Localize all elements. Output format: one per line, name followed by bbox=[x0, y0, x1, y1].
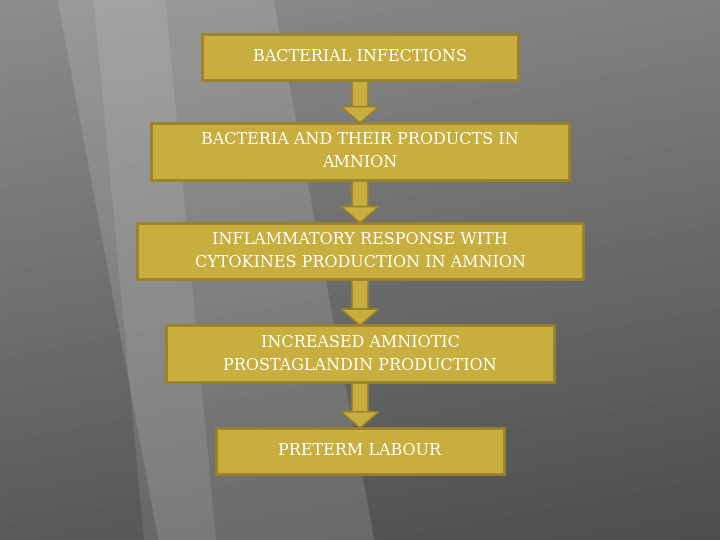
FancyBboxPatch shape bbox=[202, 33, 518, 79]
Text: BACTERIA AND THEIR PRODUCTS IN
AMNION: BACTERIA AND THEIR PRODUCTS IN AMNION bbox=[201, 131, 519, 171]
Polygon shape bbox=[341, 309, 379, 325]
Text: BACTERIAL INFECTIONS: BACTERIAL INFECTIONS bbox=[253, 48, 467, 65]
Text: PRETERM LABOUR: PRETERM LABOUR bbox=[279, 442, 441, 460]
FancyBboxPatch shape bbox=[352, 179, 368, 206]
Polygon shape bbox=[94, 0, 216, 540]
Polygon shape bbox=[341, 106, 379, 123]
FancyBboxPatch shape bbox=[352, 382, 368, 411]
FancyBboxPatch shape bbox=[352, 280, 368, 309]
Text: INFLAMMATORY RESPONSE WITH
CYTOKINES PRODUCTION IN AMNION: INFLAMMATORY RESPONSE WITH CYTOKINES PRO… bbox=[194, 231, 526, 271]
FancyBboxPatch shape bbox=[166, 325, 554, 382]
Polygon shape bbox=[341, 206, 379, 222]
FancyBboxPatch shape bbox=[216, 428, 504, 474]
FancyBboxPatch shape bbox=[352, 79, 368, 106]
Polygon shape bbox=[58, 0, 374, 540]
FancyBboxPatch shape bbox=[151, 123, 569, 179]
Polygon shape bbox=[341, 411, 379, 428]
Text: INCREASED AMNIOTIC
PROSTAGLANDIN PRODUCTION: INCREASED AMNIOTIC PROSTAGLANDIN PRODUCT… bbox=[223, 334, 497, 374]
FancyBboxPatch shape bbox=[137, 222, 583, 280]
